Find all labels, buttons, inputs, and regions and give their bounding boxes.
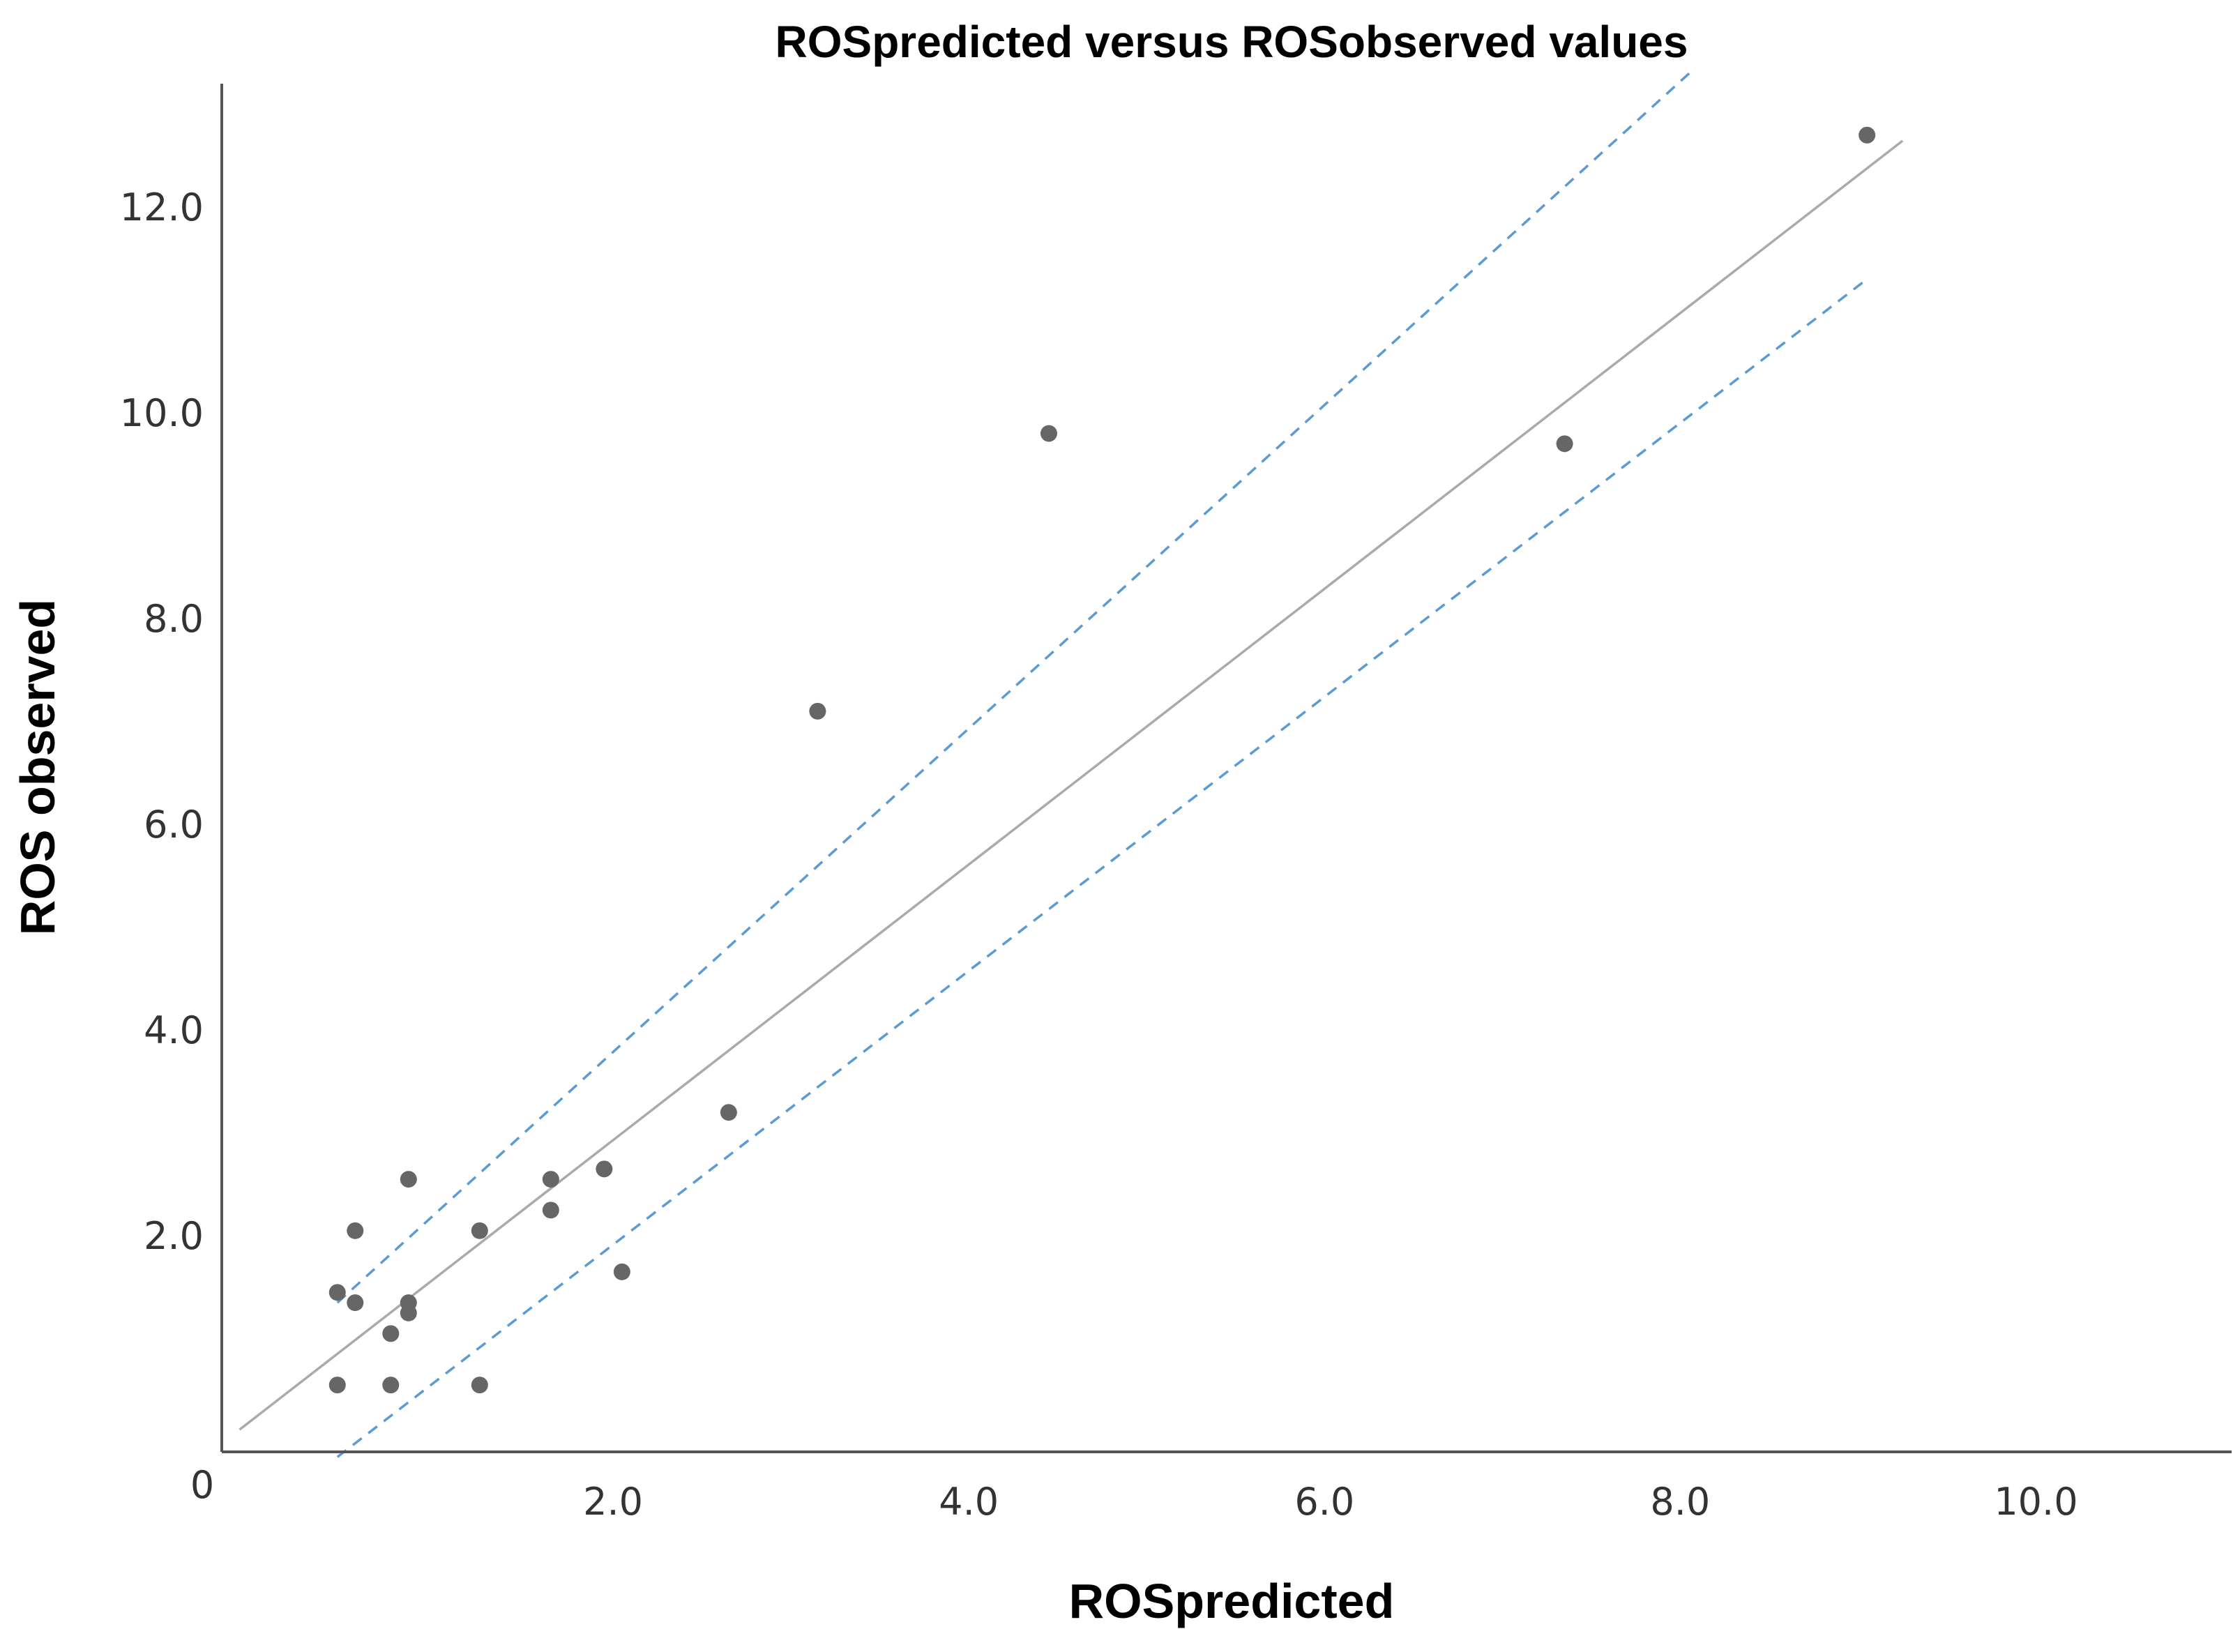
x-tick-label: 8.0 (1650, 1480, 1710, 1524)
x-tick-label: 2.0 (583, 1480, 643, 1524)
data-point (613, 1263, 630, 1280)
fit-line (239, 139, 1904, 1431)
confidence-band-upper (336, 72, 1690, 1304)
axes (220, 84, 2232, 1453)
data-point (542, 1171, 559, 1188)
x-tick-label: 6.0 (1294, 1480, 1354, 1524)
y-tick-label: 8.0 (144, 597, 204, 641)
y-axis-label: ROS observed (10, 599, 65, 935)
data-point (471, 1222, 488, 1239)
data-point (596, 1160, 613, 1178)
x-tick-label: 4.0 (939, 1480, 999, 1524)
y-tick-label: 4.0 (144, 1008, 204, 1052)
data-point (471, 1377, 488, 1394)
data-point (382, 1325, 400, 1342)
data-point (328, 1284, 346, 1301)
data-point (1556, 435, 1573, 453)
y-tick-labels: 2.0 4.0 6.0 8.0 10.0 12.0 (120, 185, 204, 1258)
x-tick-label: 10.0 (1994, 1480, 2078, 1524)
data-point (720, 1104, 737, 1121)
data-point (400, 1294, 417, 1312)
data-point (809, 702, 826, 720)
origin-tick-label: 0 (190, 1463, 214, 1507)
y-tick-label: 6.0 (144, 803, 204, 847)
y-tick-label: 2.0 (144, 1214, 204, 1258)
x-tick-labels: 2.0 4.0 6.0 8.0 10.0 (583, 1480, 2078, 1524)
confidence-band-lower (336, 278, 1868, 1458)
y-tick-label: 12.0 (120, 185, 204, 229)
data-point (347, 1294, 364, 1312)
data-point (347, 1222, 364, 1239)
y-tick-label: 10.0 (120, 391, 204, 435)
confidence-bands (336, 72, 1868, 1458)
data-point (400, 1171, 417, 1188)
data-point (382, 1377, 400, 1394)
data-point (1859, 126, 1876, 144)
data-point (1040, 425, 1057, 442)
x-axis-label: ROSpredicted (1069, 1574, 1395, 1628)
data-point (542, 1202, 559, 1219)
data-point (328, 1377, 346, 1394)
data-points (328, 126, 1876, 1394)
fit-line-layer (239, 139, 1904, 1431)
chart-title: ROSpredicted versus ROSobserved values (775, 17, 1688, 67)
